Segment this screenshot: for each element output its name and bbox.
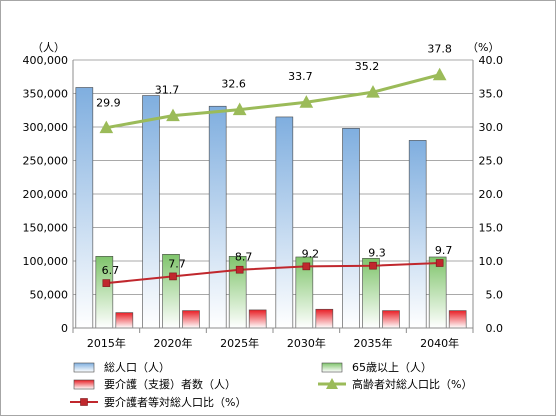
left-tick-label: 400,000 [23,54,69,67]
lines [99,67,447,287]
bar [115,312,134,329]
left-tick-label: 150,000 [23,222,69,235]
legend-label: 要介護（支援）者数（人） [104,377,236,391]
legend: 総人口（人） 65歳以上（人） 要介護（支援）者数（人） 高齢者対総人口比（%） 要介護… [70,360,472,409]
triangle-marker [232,102,247,116]
legend-item: 要介護者等対総人口比（%） [70,395,246,409]
square-marker [80,398,88,406]
left-tick-label: 0 [61,322,68,335]
triangle-marker [326,378,338,389]
right-tick-label: 30.0 [479,121,504,134]
axes: 0 50,000 100,000 150,000 200,000 250,000 300,0… [23,41,504,350]
data-label: 33.7 [288,70,313,83]
bar [342,128,360,329]
legend-label: 高齢者対総人口比（%） [352,377,472,391]
category-label: 2030年 [287,336,326,350]
data-label: 9.2 [302,247,320,260]
square-marker [235,265,244,274]
legend-item: 総人口（人） [73,360,170,374]
legend-swatch [73,379,95,390]
legend-item: 高齢者対総人口比（%） [318,377,472,391]
data-labels: 29.9 31.7 32.6 33.7 35.2 37.8 6.7 7.7 8.7 9.2 9.3 9… [96,43,452,277]
legend-item: 65歳以上（人） [321,361,432,374]
right-tick-label: 35.0 [479,88,504,101]
left-tick-label: 250,000 [23,155,69,168]
data-label: 7.7 [168,257,186,270]
triangle-marker [299,95,314,108]
series-line [106,262,440,285]
bar [315,308,334,329]
category-label: 2040年 [420,336,459,350]
square-marker [369,261,377,270]
right-unit-label: （%） [467,41,499,54]
data-label: 35.2 [355,60,380,73]
bar [75,87,94,329]
data-label: 37.8 [427,43,452,56]
series-line [106,73,441,130]
right-tick-label: 15.0 [479,222,504,235]
legend-swatch [321,362,343,373]
gridlines [73,59,473,329]
left-unit-label: （人） [32,41,65,54]
bar [248,309,267,329]
data-label: 9.7 [435,244,453,257]
legend-swatch [73,362,95,373]
right-tick-label: 25.0 [479,155,504,168]
right-tick-label: 40.0 [479,54,504,67]
data-label: 32.6 [221,78,246,91]
category-label: 2035年 [354,336,393,350]
bar [448,310,467,329]
triangle-marker [99,120,114,134]
legend-label: 総人口（人） [104,360,170,374]
triangle-marker [166,108,180,122]
triangle-marker [366,85,380,98]
left-tick-label: 50,000 [30,289,69,302]
bar [275,116,294,329]
bars [75,87,467,329]
data-label: 31.7 [155,84,180,97]
right-tick-label: 0.0 [486,322,504,335]
square-marker [302,262,311,271]
left-tick-label: 300,000 [23,121,69,134]
data-label: 29.9 [96,97,121,110]
legend-item: 要介護（支援）者数（人） [73,377,236,391]
bar [408,140,427,329]
square-marker [169,272,177,281]
left-tick-label: 200,000 [23,188,69,201]
square-marker [102,279,111,287]
bar [208,105,227,329]
category-label: 2020年 [154,336,193,350]
bar [182,310,200,329]
data-label: 8.7 [235,251,253,264]
square-marker [435,259,444,267]
legend-label: 65歳以上（人） [352,361,432,374]
triangle-marker [432,67,447,81]
bar [142,95,160,329]
left-tick-label: 100,000 [23,255,69,268]
data-label: 9.3 [368,247,386,260]
data-label: 6.7 [102,264,120,277]
right-tick-label: 10.0 [479,255,504,268]
category-label: 2025年 [220,336,259,350]
left-tick-label: 350,000 [23,88,69,101]
legend-label: 要介護者等対総人口比（%） [104,395,246,409]
category-label: 2015年 [87,336,126,350]
right-tick-label: 20.0 [479,188,504,201]
right-tick-label: 5.0 [486,289,504,302]
bar [428,256,447,329]
bar [382,310,400,329]
